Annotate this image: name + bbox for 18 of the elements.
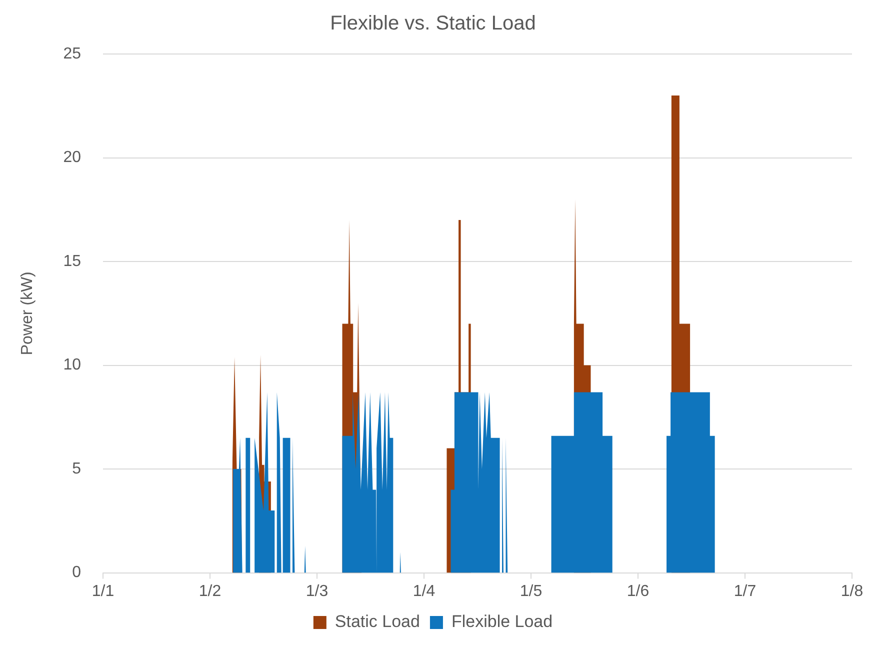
x-tick-label: 1/2: [198, 582, 222, 600]
x-tick-label: 1/4: [412, 582, 436, 600]
x-tick-label: 1/1: [92, 582, 114, 600]
x-tick-label: 1/3: [306, 582, 328, 600]
y-tick-label: 25: [63, 45, 82, 62]
y-tick-label: 15: [63, 252, 82, 270]
y-tick-label: 5: [72, 460, 82, 478]
x-tick-label: 1/8: [840, 582, 864, 600]
x-tick-label: 1/5: [520, 582, 542, 600]
y-axis-title: Power (kW): [19, 272, 36, 356]
chart-title: Flexible vs. Static Load: [330, 12, 536, 35]
legend-label: Static Load: [334, 612, 420, 632]
y-tick-label: 10: [63, 356, 82, 374]
legend-label: Flexible Load: [451, 612, 553, 632]
y-tick-label: 20: [63, 149, 82, 166]
y-tick-label: 0: [72, 564, 82, 582]
x-tick-label: 1/6: [626, 582, 650, 600]
x-tick-label: 1/7: [734, 582, 756, 600]
